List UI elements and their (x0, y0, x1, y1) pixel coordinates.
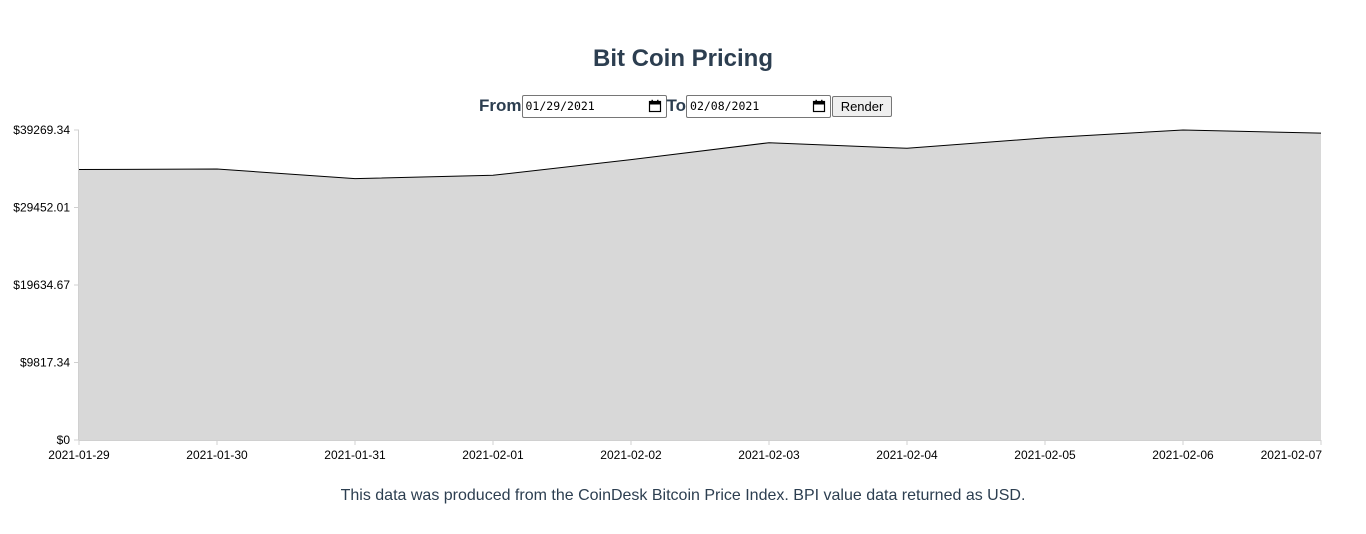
y-tick-label: $9817.34 (20, 356, 70, 370)
calendar-icon[interactable] (648, 99, 662, 113)
x-tick-label: 2021-01-29 (48, 448, 110, 462)
x-tick-label: 2021-02-01 (462, 448, 524, 462)
page-title: Bit Coin Pricing (593, 45, 773, 72)
y-tick-label: $19634.67 (13, 278, 70, 292)
x-tick-label: 2021-02-02 (600, 448, 662, 462)
calendar-icon[interactable] (812, 99, 826, 113)
y-tick-label: $0 (57, 433, 71, 447)
price-area-chart: $0 $9817.34 $19634.67 $29452.01 $39269.34 202… (13, 123, 1323, 462)
from-date-input[interactable] (521, 94, 667, 118)
x-tick-label: 2021-02-06 (1152, 448, 1214, 462)
date-range-controls: From To Render (479, 94, 893, 118)
to-label: To (666, 96, 687, 115)
from-label: From (479, 96, 522, 115)
price-line (78, 129, 1322, 180)
x-tick-label: 2021-01-31 (324, 448, 386, 462)
footer-note: This data was produced from the CoinDesk… (340, 487, 1026, 504)
x-tick-label: 2021-02-04 (876, 448, 938, 462)
x-tick-label: 2021-02-03 (738, 448, 800, 462)
x-tick-label: 2021-02-07 (1261, 448, 1323, 462)
y-tick-label: $29452.01 (13, 201, 70, 215)
from-date-field[interactable] (525, 99, 636, 113)
price-area (79, 130, 1321, 440)
to-date-input[interactable] (686, 94, 832, 118)
to-date-field[interactable] (690, 99, 801, 113)
x-tick-label: 2021-01-30 (186, 448, 248, 462)
x-tick-label: 2021-02-05 (1014, 448, 1076, 462)
y-tick-label: $39269.34 (13, 123, 70, 137)
render-button[interactable]: Render (832, 95, 893, 117)
